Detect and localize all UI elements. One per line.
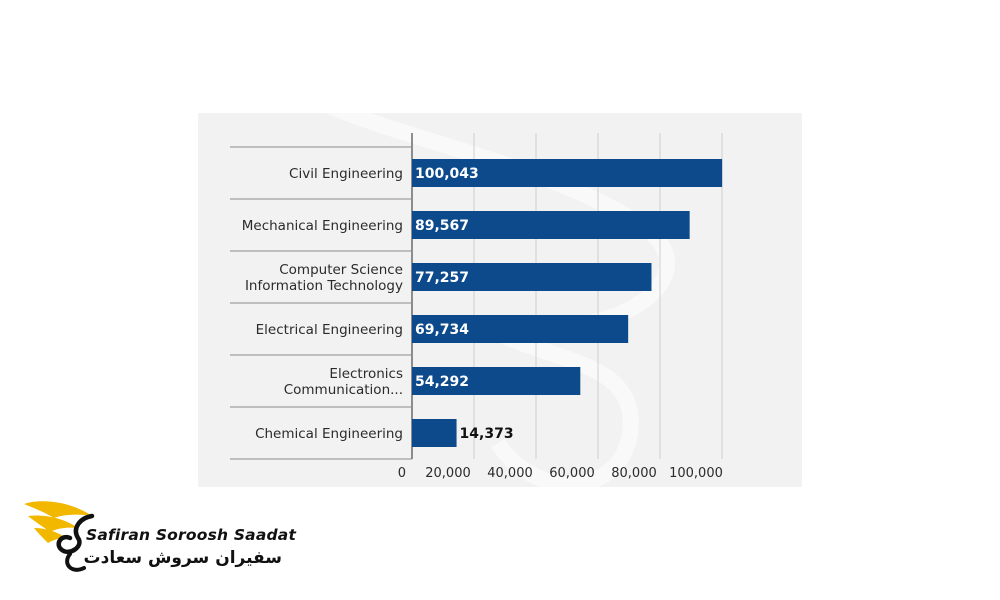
wing-logo-icon <box>24 501 95 572</box>
value-label: 77,257 <box>415 270 469 286</box>
logo-text-english: Safiran Soroosh Saadat <box>86 526 297 544</box>
x-tick-label: 80,000 <box>611 466 657 481</box>
chart-panel: 0 20,000 40,000 60,000 80,000 100,000 Civil En… <box>198 113 802 487</box>
x-tick-label: 60,000 <box>549 466 595 481</box>
bar <box>412 367 581 395</box>
logo-text-persian: سفیران سروش سعادت <box>83 548 282 568</box>
x-tick-label: 20,000 <box>425 466 471 481</box>
x-tick-label: 40,000 <box>487 466 533 481</box>
category-label: Computer Science Information Technology <box>245 262 403 294</box>
bar <box>412 211 690 239</box>
category-label: Electrical Engineering <box>256 322 403 338</box>
value-label: 100,043 <box>415 166 479 182</box>
bar <box>412 159 723 187</box>
category-label: Civil Engineering <box>289 166 403 182</box>
value-label: 14,373 <box>460 426 514 442</box>
x-tick-label: 0 <box>398 466 406 481</box>
value-label: 89,567 <box>415 218 469 234</box>
company-logo: Safiran Soroosh Saadat سفیران سروش سعادت <box>22 494 296 578</box>
x-tick-label: 100,000 <box>669 466 723 481</box>
category-label: Electronics Communication... <box>284 366 403 398</box>
bar <box>412 263 652 291</box>
bar <box>412 315 629 343</box>
category-label: Chemical Engineering <box>255 426 403 442</box>
category-label: Mechanical Engineering <box>242 218 403 234</box>
bar <box>412 419 457 447</box>
bar-chart: 0 20,000 40,000 60,000 80,000 100,000 Civil En… <box>230 113 723 487</box>
value-label: 54,292 <box>415 374 469 390</box>
value-label: 69,734 <box>415 322 469 338</box>
